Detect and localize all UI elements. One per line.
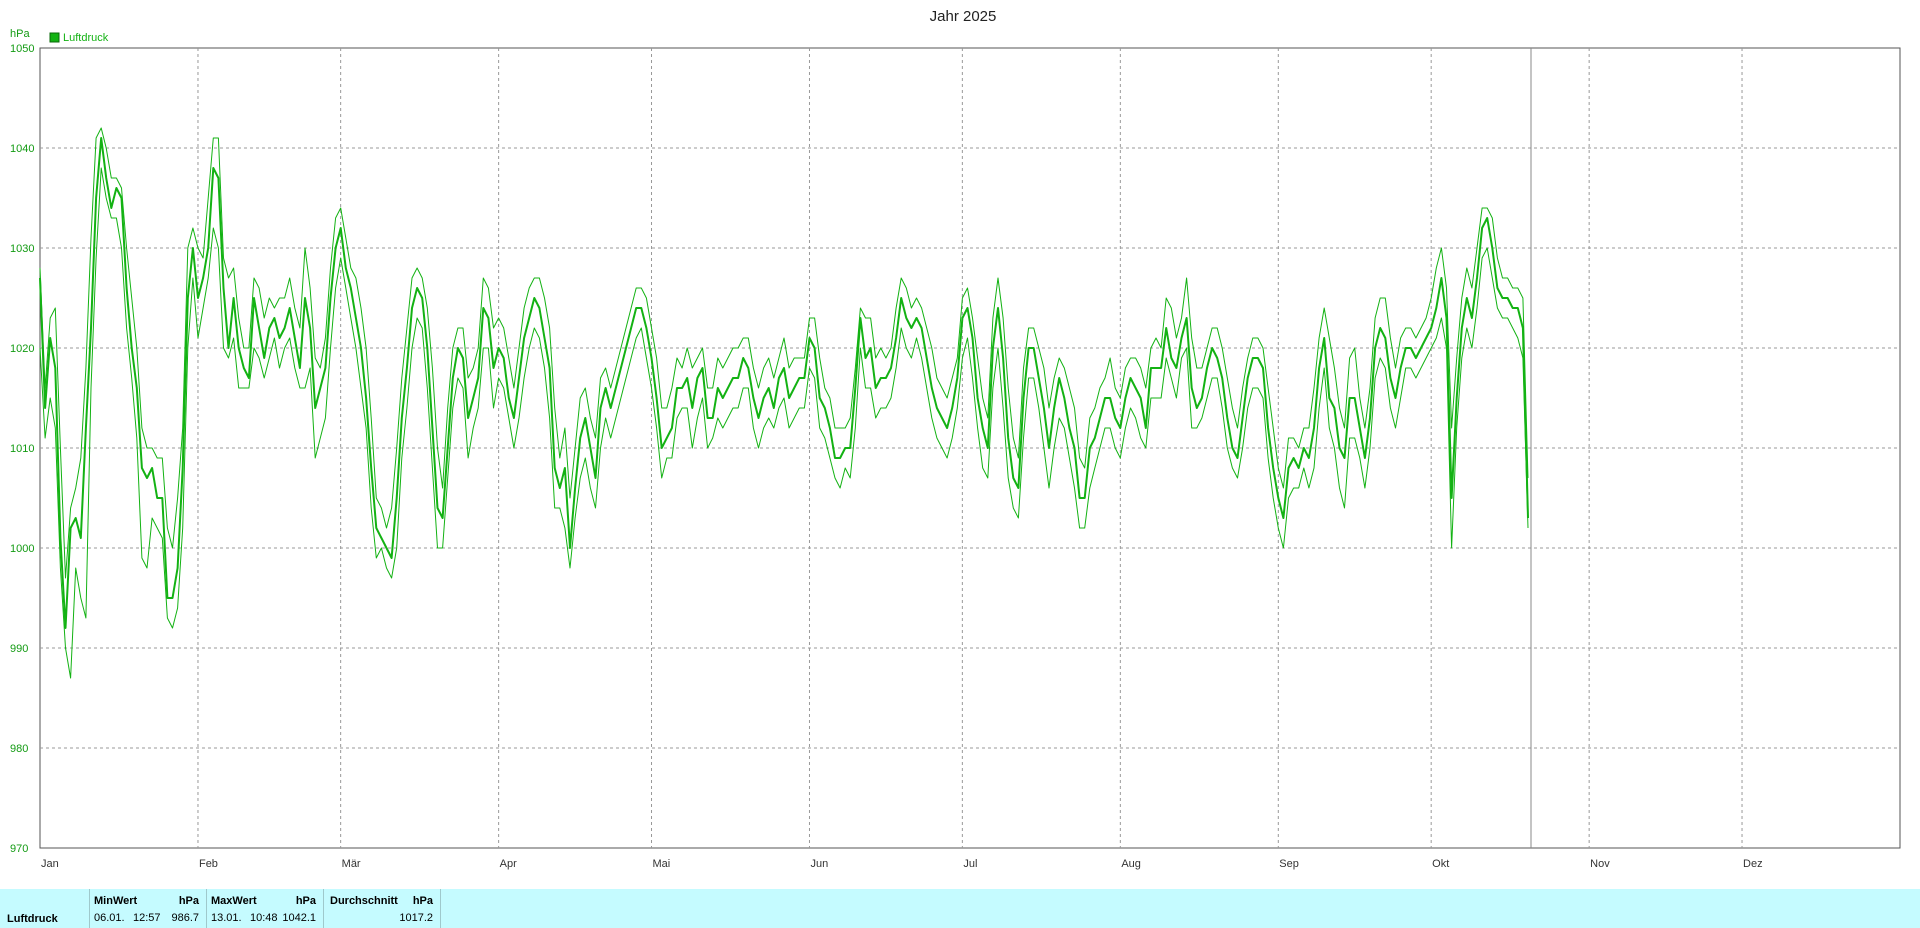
stats-avg-unit: hPa <box>412 895 433 907</box>
y-tick-label: 980 <box>10 743 28 755</box>
series-mean-line <box>39 137 1529 629</box>
series-min-line <box>39 167 1529 679</box>
stats-min-header: MinWert <box>94 895 138 907</box>
stats-min-time: 12:57 <box>133 912 161 924</box>
stats-max: MaxWert hPa 13.01. 10:48 1042.1 <box>207 889 324 928</box>
stats-max-time: 10:48 <box>250 912 278 924</box>
y-tick-label: 1040 <box>10 143 34 155</box>
y-axis-unit: hPa <box>10 28 30 40</box>
chart-title: Jahr 2025 <box>930 8 997 25</box>
x-tick-label: Jun <box>810 858 828 870</box>
legend-label: Luftdruck <box>63 32 109 44</box>
x-tick-label: Sep <box>1279 858 1299 870</box>
stats-min-unit: hPa <box>178 895 199 907</box>
y-tick-labels: 970 980 990 1000 1010 1020 1030 1040 1050 <box>10 43 34 855</box>
series-max-line <box>39 127 1529 579</box>
stats-min-cell <box>0 889 90 928</box>
grid-lines <box>40 48 1900 848</box>
stats-avg-value: 1017.2 <box>399 912 433 924</box>
x-tick-label: Nov <box>1590 858 1610 870</box>
x-tick-label: Mär <box>342 858 361 870</box>
x-tick-label: Okt <box>1432 858 1449 870</box>
stats-max-value: 1042.1 <box>282 912 316 924</box>
x-tick-label: Dez <box>1743 858 1763 870</box>
stats-max-date: 13.01. <box>211 912 242 924</box>
x-tick-label: Mai <box>653 858 671 870</box>
x-tick-label: Feb <box>199 858 218 870</box>
series-lines <box>39 127 1529 679</box>
stats-avg-header: Durchschnitt <box>330 895 398 907</box>
stats-bar: Luftdruck MinWert hPa 06.01. 12:57 986.7… <box>0 889 1920 928</box>
y-tick-label: 990 <box>10 643 28 655</box>
x-tick-label: Jul <box>963 858 977 870</box>
y-tick-label: 1020 <box>10 343 34 355</box>
x-tick-label: Jan <box>41 858 59 870</box>
stats-max-unit: hPa <box>295 895 316 907</box>
pressure-chart: 970 980 990 1000 1010 1020 1030 1040 1050 Jan Feb… <box>10 8 1901 870</box>
x-tick-labels: Jan Feb Mär Apr Mai Jun Jul Aug Sep Okt Nov Dez <box>41 858 1763 870</box>
stats-min-date: 06.01. <box>94 912 125 924</box>
x-tick-label: Aug <box>1121 858 1141 870</box>
y-tick-label: 1010 <box>10 443 34 455</box>
stats-min: MinWert hPa 06.01. 12:57 986.7 <box>90 889 207 928</box>
stats-avg: Durchschnitt hPa 1017.2 <box>324 889 441 928</box>
y-tick-label: 970 <box>10 843 28 855</box>
y-tick-label: 1030 <box>10 243 34 255</box>
y-tick-label: 1000 <box>10 543 34 555</box>
legend-swatch <box>49 32 60 43</box>
stats-min-value: 986.7 <box>171 912 199 924</box>
x-tick-label: Apr <box>500 858 517 870</box>
y-tick-label: 1050 <box>10 43 34 55</box>
stats-max-header: MaxWert <box>211 895 257 907</box>
stats-row-label: Luftdruck <box>7 913 58 925</box>
